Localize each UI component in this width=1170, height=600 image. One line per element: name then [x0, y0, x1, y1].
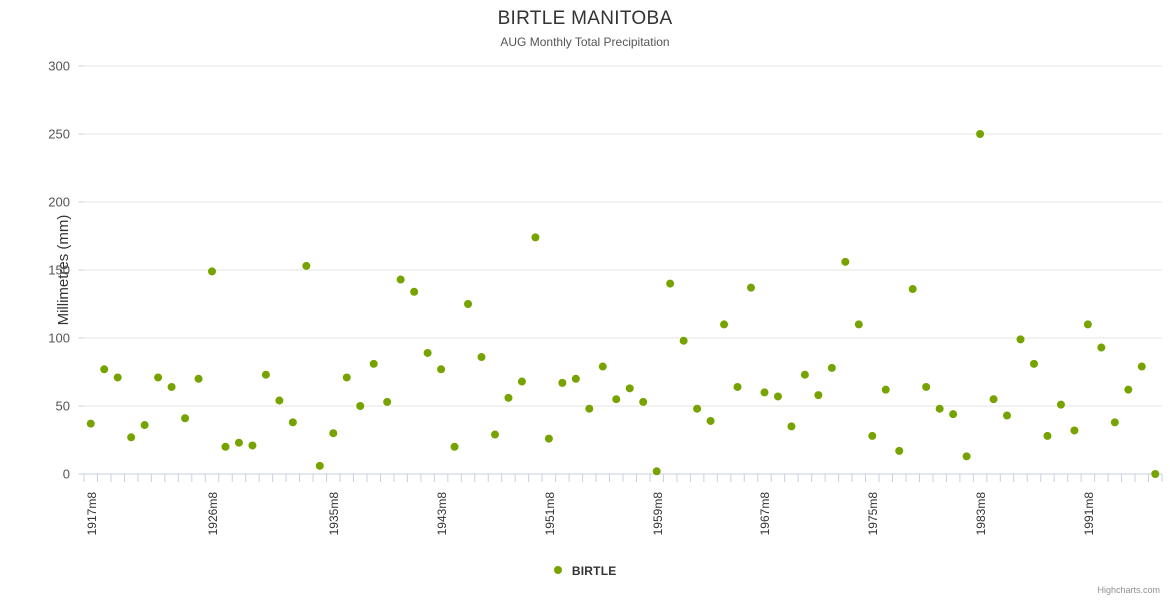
- data-point[interactable]: [935, 404, 944, 413]
- data-point[interactable]: [194, 374, 203, 383]
- data-point[interactable]: [1137, 362, 1146, 371]
- data-point[interactable]: [140, 421, 149, 430]
- data-point[interactable]: [544, 434, 553, 443]
- data-point[interactable]: [490, 430, 499, 439]
- y-axis-tick-label: 300: [48, 58, 70, 74]
- series-birtle-points: [86, 130, 1160, 478]
- data-point[interactable]: [302, 261, 311, 270]
- data-point[interactable]: [1097, 343, 1106, 352]
- data-point[interactable]: [464, 300, 473, 308]
- data-point[interactable]: [275, 396, 284, 405]
- data-point[interactable]: [598, 362, 607, 371]
- data-point[interactable]: [423, 348, 432, 357]
- legend-item-birtle[interactable]: BIRTLE: [553, 563, 617, 578]
- data-point[interactable]: [369, 359, 378, 368]
- data-point[interactable]: [625, 384, 634, 393]
- data-point[interactable]: [167, 382, 176, 391]
- data-point[interactable]: [1083, 320, 1092, 329]
- data-point[interactable]: [585, 404, 594, 413]
- data-point[interactable]: [1056, 400, 1065, 409]
- y-axis-tick-label: 200: [48, 194, 70, 210]
- data-point[interactable]: [396, 275, 405, 284]
- data-point[interactable]: [571, 374, 580, 383]
- y-axis-tick-label: 250: [48, 126, 70, 142]
- data-point[interactable]: [773, 392, 782, 401]
- data-point[interactable]: [477, 353, 486, 362]
- data-point[interactable]: [558, 378, 567, 387]
- data-point[interactable]: [868, 431, 877, 440]
- data-point[interactable]: [517, 377, 526, 386]
- data-point[interactable]: [1070, 426, 1079, 435]
- circle-marker-icon: [553, 565, 562, 574]
- data-point[interactable]: [1124, 385, 1133, 394]
- data-point[interactable]: [787, 422, 796, 431]
- data-point[interactable]: [949, 410, 958, 419]
- data-point[interactable]: [383, 397, 392, 406]
- chart-legend: BIRTLE: [0, 563, 1170, 578]
- data-point[interactable]: [976, 130, 985, 138]
- legend-item-label: BIRTLE: [571, 563, 617, 578]
- data-point[interactable]: [504, 393, 513, 402]
- data-point[interactable]: [612, 395, 621, 404]
- data-point[interactable]: [854, 320, 863, 329]
- y-axis-tick-label: 0: [62, 466, 70, 482]
- credits-label: Highcharts.com: [1097, 585, 1160, 595]
- data-point[interactable]: [342, 373, 351, 382]
- page-title: BIRTLE MANITOBA: [497, 8, 673, 29]
- data-point[interactable]: [450, 442, 459, 451]
- data-point[interactable]: [720, 320, 729, 329]
- data-point[interactable]: [895, 446, 904, 455]
- data-point[interactable]: [827, 363, 836, 372]
- data-point[interactable]: [315, 461, 324, 470]
- data-point[interactable]: [908, 285, 917, 294]
- data-point[interactable]: [356, 402, 365, 410]
- data-point[interactable]: [234, 438, 243, 447]
- data-point[interactable]: [747, 283, 756, 292]
- data-point[interactable]: [1029, 359, 1038, 368]
- data-point[interactable]: [760, 388, 769, 397]
- data-point[interactable]: [113, 373, 122, 382]
- data-point[interactable]: [733, 382, 742, 391]
- data-point[interactable]: [329, 429, 338, 438]
- data-point[interactable]: [666, 279, 675, 288]
- data-point[interactable]: [100, 365, 109, 374]
- y-axis-tick-label: 100: [48, 330, 70, 346]
- chart-subtitle: AUG Monthly Total Precipitation: [500, 35, 670, 49]
- data-point[interactable]: [261, 370, 270, 379]
- data-point[interactable]: [1110, 418, 1119, 427]
- data-point[interactable]: [154, 373, 163, 382]
- data-point[interactable]: [221, 442, 230, 451]
- data-point[interactable]: [1016, 335, 1025, 344]
- data-point[interactable]: [922, 382, 931, 391]
- data-point[interactable]: [1003, 411, 1012, 420]
- data-point[interactable]: [208, 267, 217, 276]
- data-point[interactable]: [1043, 431, 1052, 440]
- data-point[interactable]: [706, 416, 715, 425]
- data-point[interactable]: [288, 418, 297, 427]
- data-point[interactable]: [693, 404, 702, 413]
- data-point[interactable]: [1151, 470, 1160, 478]
- data-point[interactable]: [127, 433, 136, 442]
- data-point[interactable]: [639, 397, 648, 406]
- data-point[interactable]: [679, 336, 688, 345]
- data-point[interactable]: [814, 391, 823, 400]
- data-point[interactable]: [437, 365, 446, 374]
- data-point[interactable]: [881, 385, 890, 394]
- data-point[interactable]: [410, 287, 419, 296]
- data-point[interactable]: [181, 414, 190, 423]
- y-axis-tick-label: 150: [48, 262, 70, 278]
- data-point[interactable]: [652, 467, 661, 476]
- data-point[interactable]: [86, 419, 95, 428]
- data-point[interactable]: [248, 441, 257, 450]
- data-point[interactable]: [989, 395, 998, 404]
- y-axis-tick-label: 50: [55, 398, 70, 414]
- data-point[interactable]: [800, 370, 809, 379]
- data-point[interactable]: [841, 257, 850, 266]
- data-point[interactable]: [962, 452, 971, 461]
- data-point[interactable]: [531, 233, 540, 242]
